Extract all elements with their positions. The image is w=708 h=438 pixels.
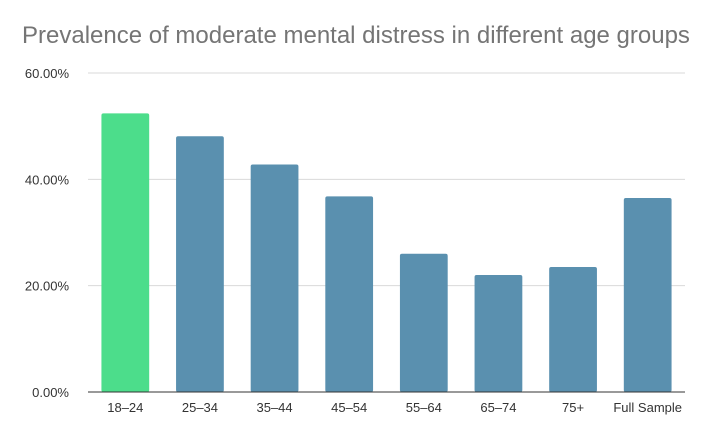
bar-5 [474,275,523,392]
x-tick-label: 18–24 [107,400,143,415]
bar-3 [325,196,374,392]
bar-2 [250,164,299,392]
y-tick-label: 40.00% [25,172,70,187]
bar-0 [101,113,150,392]
x-tick-label: 75+ [562,400,584,415]
y-tick-label: 20.00% [25,279,70,294]
bar-4 [399,253,448,392]
bar-1 [176,136,224,392]
x-tick-label: 25–34 [182,400,218,415]
x-tick-label: 65–74 [480,400,516,415]
y-tick-label: 60.00% [25,66,70,81]
chart-title: Prevalence of moderate mental distress i… [22,22,690,49]
x-tick-label: Full Sample [613,400,682,415]
x-tick-label: 55–64 [406,400,442,415]
x-tick-label: 45–54 [331,400,367,415]
bar-7 [623,197,672,392]
bar-6 [549,267,597,392]
labels-layer: 0.00% 20.00% 40.00% 60.00% 18–24 25–34 35–44 45… [25,66,682,415]
y-tick-label: 0.00% [32,385,69,400]
x-tick-label: 35–44 [256,400,292,415]
bars-layer [101,113,672,392]
